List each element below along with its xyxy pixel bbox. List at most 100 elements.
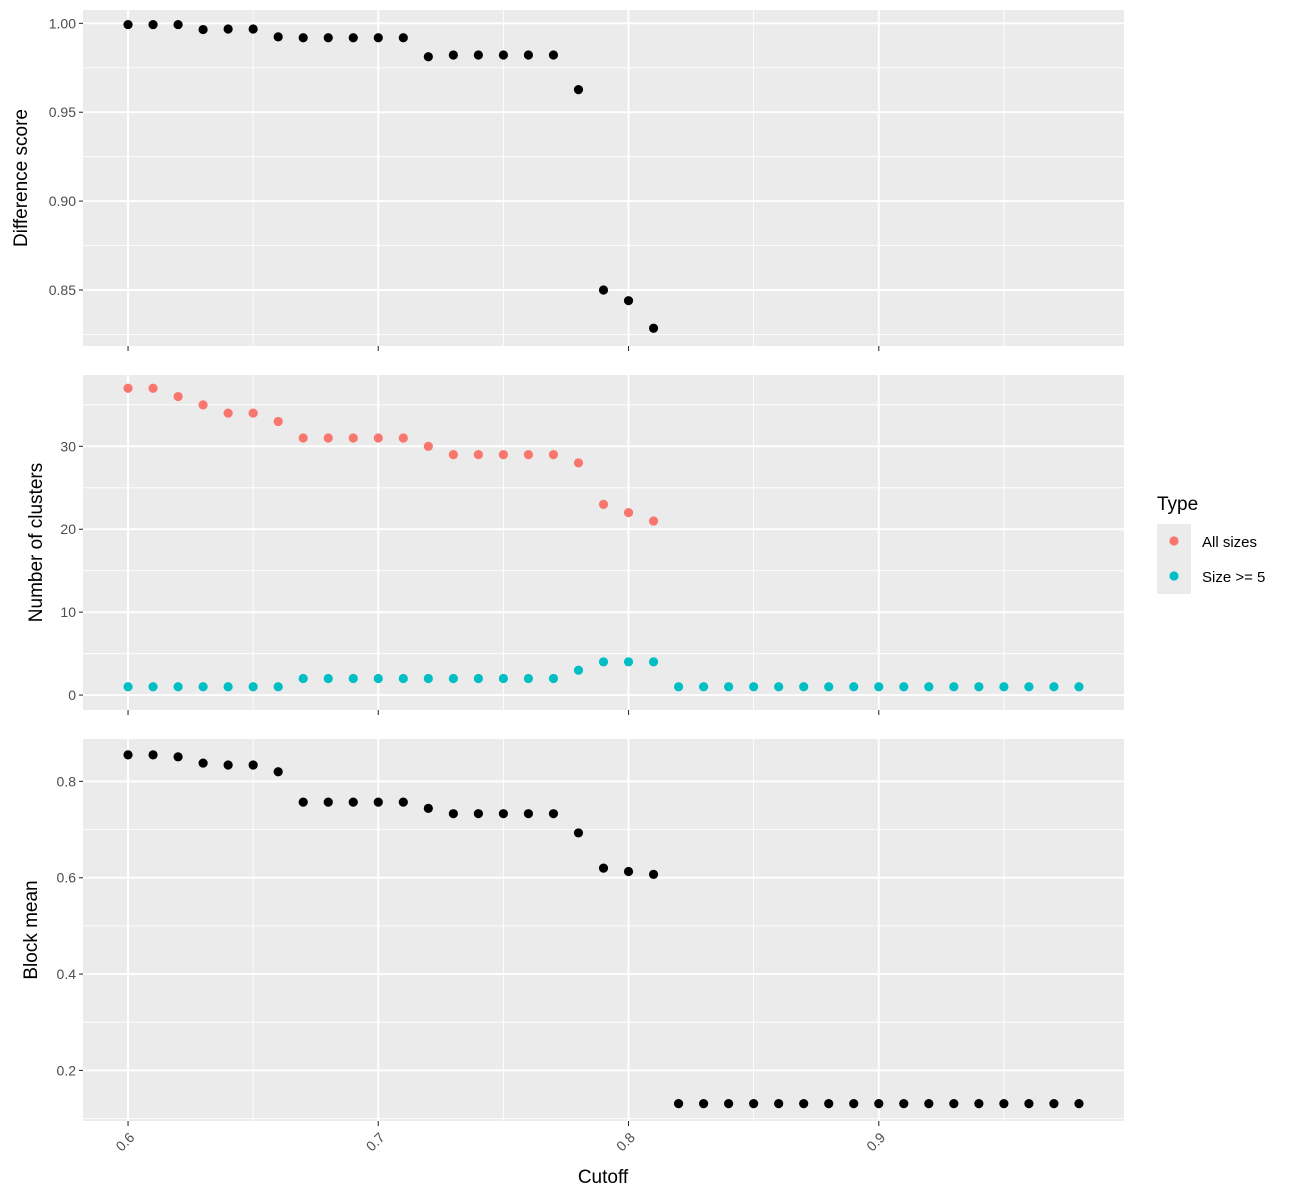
data-point xyxy=(573,665,584,675)
data-point xyxy=(423,52,433,62)
data-point xyxy=(724,1099,734,1109)
data-point xyxy=(473,673,483,684)
data-point xyxy=(598,863,609,873)
data-point xyxy=(298,797,308,807)
data-point xyxy=(423,803,433,813)
data-point xyxy=(548,50,559,60)
data-point xyxy=(198,682,208,692)
data-point xyxy=(398,433,408,443)
data-point xyxy=(473,50,483,60)
data-point xyxy=(523,809,534,819)
x-tick-label: 0.9 xyxy=(863,1129,888,1154)
x-tick-label: 0.8 xyxy=(613,1129,638,1154)
legend-title: Type xyxy=(1157,494,1198,515)
data-point xyxy=(598,285,609,295)
data-point xyxy=(623,866,634,877)
data-point xyxy=(523,50,534,60)
data-point xyxy=(123,682,133,692)
data-point xyxy=(949,682,959,692)
data-point xyxy=(273,767,283,777)
data-point xyxy=(573,458,584,468)
data-point xyxy=(598,657,609,667)
data-point xyxy=(148,383,158,393)
legend-label: All sizes xyxy=(1202,534,1257,551)
data-point xyxy=(398,797,408,807)
data-point xyxy=(1074,682,1084,692)
data-point xyxy=(598,499,609,509)
data-point xyxy=(648,657,659,667)
legend-key-background xyxy=(1157,524,1191,594)
chart-panels: 0.85 0.90 0.95 1.00 Difference score 0 10 20 30 N… xyxy=(11,10,1124,1126)
data-point xyxy=(749,1099,759,1109)
data-point xyxy=(749,682,759,692)
data-point xyxy=(974,1099,984,1109)
data-point xyxy=(298,433,308,443)
data-point xyxy=(799,1099,809,1109)
data-point xyxy=(223,760,233,770)
data-point xyxy=(648,516,659,526)
data-point xyxy=(523,673,534,684)
data-point xyxy=(548,673,559,684)
data-point xyxy=(498,673,509,684)
legend-key xyxy=(1169,536,1179,546)
data-point xyxy=(899,682,909,692)
data-point xyxy=(423,673,433,684)
data-point xyxy=(323,33,333,43)
data-point xyxy=(323,433,333,443)
data-point xyxy=(398,673,408,684)
data-point xyxy=(423,441,433,451)
x-tick-label: 0.7 xyxy=(363,1129,388,1154)
data-point xyxy=(398,33,408,43)
y-tick-label: 0.2 xyxy=(57,1062,77,1078)
panel-3: 0.2 0.4 0.6 0.8 Block mean xyxy=(21,739,1124,1126)
data-point xyxy=(173,391,183,402)
data-point xyxy=(148,682,158,692)
data-point xyxy=(673,1099,684,1109)
legend: Type All sizes Size >= 5 xyxy=(1157,494,1265,594)
data-point xyxy=(774,682,784,692)
data-point xyxy=(1024,682,1034,692)
panel-background xyxy=(83,375,1124,710)
data-point xyxy=(223,682,233,692)
data-point xyxy=(648,869,659,879)
data-point xyxy=(248,682,258,692)
y-tick-label: 0.90 xyxy=(49,193,76,209)
data-point xyxy=(849,1099,859,1109)
data-point xyxy=(198,400,208,410)
data-point xyxy=(523,450,534,460)
y-tick-label: 1.00 xyxy=(49,15,76,31)
data-point xyxy=(173,752,183,762)
data-point xyxy=(223,24,233,34)
y-tick-label: 0.95 xyxy=(49,104,76,120)
data-point xyxy=(974,682,984,692)
x-axis-title: Cutoff xyxy=(578,1167,629,1188)
panel-background xyxy=(83,739,1124,1121)
data-point xyxy=(348,797,358,807)
data-point xyxy=(698,682,709,692)
data-point xyxy=(799,682,809,692)
data-point xyxy=(623,296,634,306)
x-axis: 0.6 0.7 0.8 0.9 xyxy=(112,1129,888,1154)
data-point xyxy=(473,450,483,460)
data-point xyxy=(924,682,934,692)
data-point xyxy=(498,450,509,460)
data-point xyxy=(448,50,458,60)
panel-1: 0.85 0.90 0.95 1.00 Difference score xyxy=(11,10,1124,351)
data-point xyxy=(824,682,834,692)
panel-background xyxy=(83,10,1124,346)
data-point xyxy=(298,673,308,684)
data-point xyxy=(623,657,634,667)
data-point xyxy=(348,433,358,443)
data-point xyxy=(273,416,283,427)
data-point xyxy=(673,682,684,692)
data-point xyxy=(198,758,208,768)
data-point xyxy=(1049,1099,1059,1109)
data-point xyxy=(874,1099,884,1109)
data-point xyxy=(498,50,509,60)
data-point xyxy=(123,19,133,30)
y-axis-title: Block mean xyxy=(21,880,42,979)
y-tick-label: 10 xyxy=(60,604,76,620)
data-point xyxy=(248,760,258,770)
data-point xyxy=(573,828,584,838)
data-point xyxy=(373,433,383,443)
